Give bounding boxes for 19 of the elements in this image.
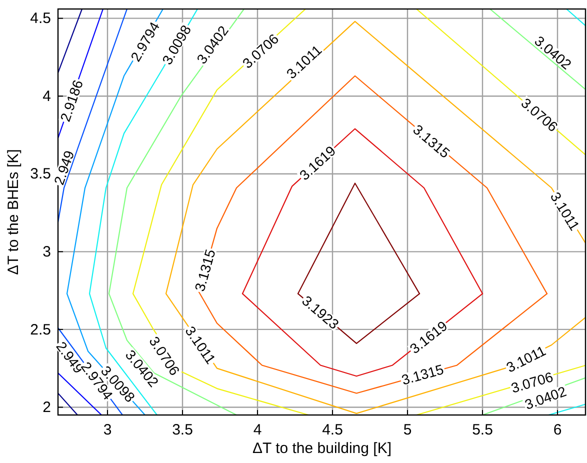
- y-tick-label: 2: [42, 399, 51, 416]
- x-tick-label: 4: [253, 422, 262, 439]
- x-tick-label: 5.5: [472, 422, 493, 439]
- y-tick-label: 4.5: [30, 10, 51, 28]
- x-tick-label: 5: [403, 422, 412, 439]
- y-tick-label: 4: [42, 88, 51, 105]
- x-tick-label: 6: [553, 422, 562, 439]
- annotation: 2.9186: [56, 78, 86, 124]
- annotation: 3.1315: [400, 360, 446, 388]
- x-tick-label: 3.5: [172, 422, 193, 439]
- y-tick-label: 3.5: [30, 166, 51, 183]
- annotation: 3.1315: [191, 247, 218, 294]
- y-axis-title: ΔT to the BHEs [K]: [5, 149, 22, 275]
- y-tick-label: 3: [42, 243, 51, 260]
- x-axis-title: ΔT to the building [K]: [252, 440, 392, 457]
- y-tick-label: 2.5: [30, 321, 51, 338]
- x-tick-label: 3: [103, 422, 112, 439]
- annotation: 2.949: [50, 148, 78, 187]
- x-tick-label: 4.5: [322, 422, 343, 439]
